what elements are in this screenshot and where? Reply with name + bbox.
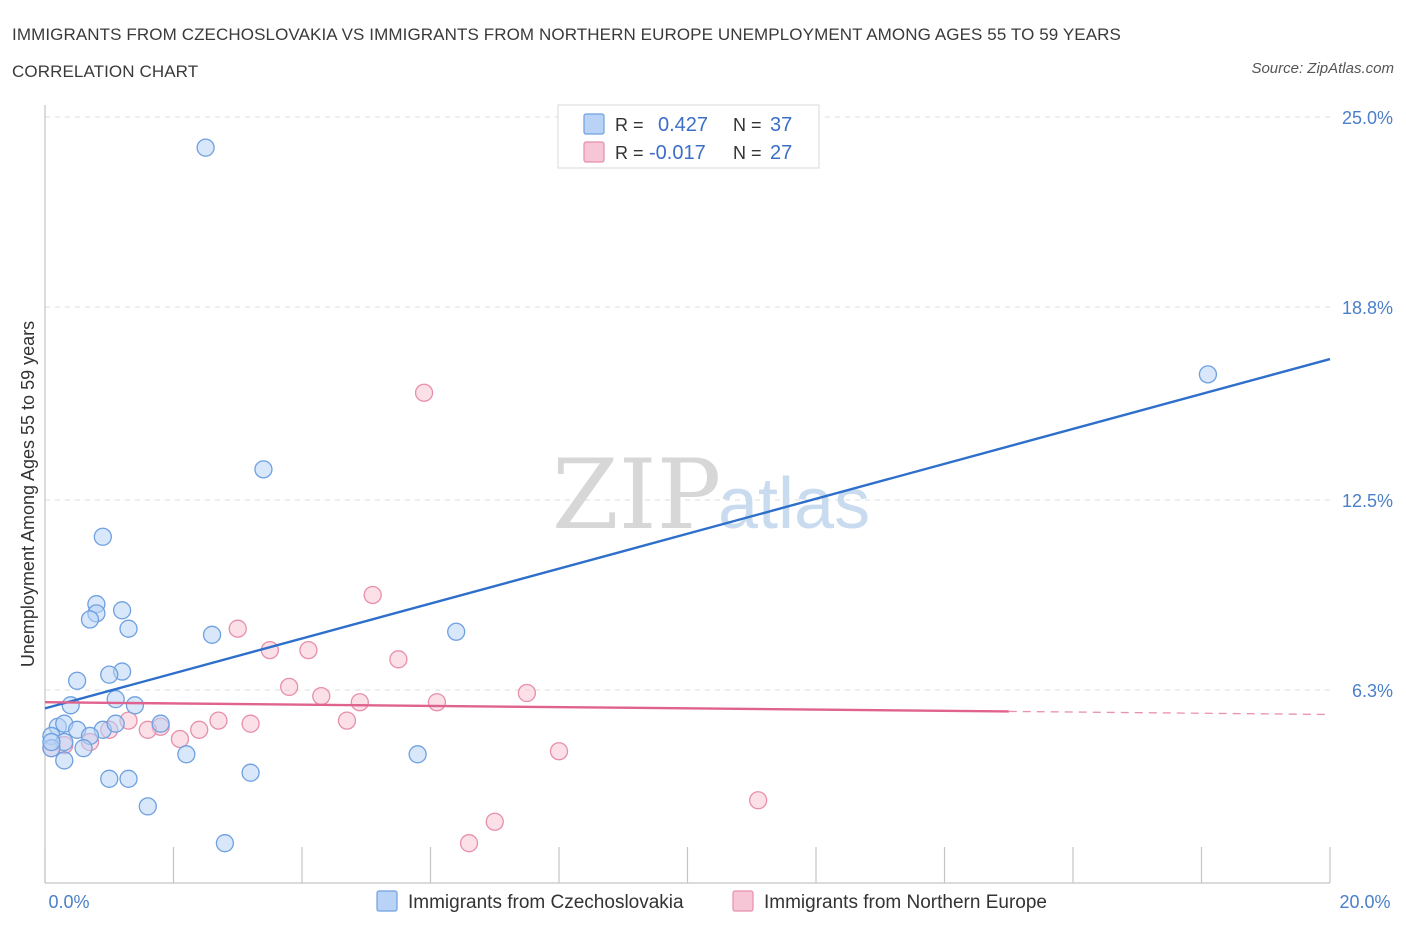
series-czechoslovakia-points [42,138,1218,853]
data-point-czechoslovakia [241,763,260,782]
grid-lines [45,116,1330,691]
data-point-northern-europe [350,693,369,712]
data-point-northern-europe [209,711,228,730]
data-point-northern-europe [389,650,408,669]
data-point-czechoslovakia [42,732,61,752]
data-point-czechoslovakia [254,460,273,479]
data-point-czechoslovakia [447,622,466,641]
data-point-czechoslovakia [202,625,222,644]
x-tick-label-max: 20.0% [1339,892,1390,912]
data-point-northern-europe [299,640,318,660]
y-tick-labels: 6.3% 12.5% 18.8% 25.0% [1342,108,1393,701]
data-point-northern-europe [459,834,479,853]
data-point-czechoslovakia [138,797,157,816]
legend-r-value-2: -0.017 [649,142,706,164]
data-point-northern-europe [749,791,768,810]
legend-swatch-czechoslovakia [583,113,605,135]
data-point-northern-europe [279,677,299,697]
legend-swatch-northern-europe [583,141,605,163]
data-point-czechoslovakia [408,745,427,764]
chart-title: IMMIGRANTS FROM CZECHOSLOVAKIA VS IMMIGR… [12,25,1121,81]
data-point-northern-europe [414,383,434,402]
data-point-northern-europe [170,729,190,749]
data-point-czechoslovakia [93,527,112,546]
data-point-northern-europe [190,720,209,739]
data-point-czechoslovakia [67,671,87,690]
data-point-northern-europe [241,714,260,733]
y-axis-label: Unemployment Among Ages 55 to 59 years [18,321,38,667]
x-tick-label-min: 0.0% [48,892,89,912]
legend-r-label-1: R = [615,115,644,135]
bottom-legend-swatch-czechoslovakia [376,890,398,912]
data-point-northern-europe [260,640,280,660]
trend-line-northern-europe [44,701,1009,713]
y-tick-label: 18.8% [1342,298,1393,318]
trend-line-czechoslovakia [44,357,1331,710]
data-point-northern-europe [485,812,504,831]
data-point-northern-europe [363,585,382,605]
data-point-czechoslovakia [125,696,145,715]
legend-n-label-1: N = [733,115,762,135]
data-point-czechoslovakia [100,769,119,788]
watermark-zip: ZIP [552,439,721,551]
data-point-czechoslovakia [80,610,100,629]
data-point-northern-europe [427,693,447,712]
trend-lines [44,357,1331,716]
y-tick-label: 25.0% [1342,108,1393,128]
data-point-czechoslovakia [196,138,215,157]
data-point-czechoslovakia [1198,365,1218,384]
data-point-czechoslovakia [100,665,119,684]
data-point-czechoslovakia [151,714,170,733]
data-point-czechoslovakia [119,619,138,638]
trend-line-northern-europe-extrapolated [1008,710,1331,716]
chart-source: Source: ZipAtlas.com [1251,60,1394,77]
x-tick-marks [44,847,1331,883]
data-point-czechoslovakia [215,834,235,853]
legend-n-value-1: 37 [770,114,792,136]
y-tick-label: 12.5% [1342,491,1393,511]
series-legend: Immigrants from Czechoslovakia Immigrant… [376,890,1047,913]
data-point-czechoslovakia [106,690,125,709]
data-point-northern-europe [517,683,537,703]
y-tick-label: 6.3% [1352,681,1393,701]
legend-n-value-2: 27 [770,142,792,164]
bottom-legend-label-czechoslovakia: Immigrants from Czechoslovakia [408,892,684,913]
watermark: ZIP atlas [552,439,870,551]
legend-n-label-2: N = [733,143,762,163]
bottom-legend-label-northern-europe: Immigrants from Northern Europe [764,892,1047,913]
data-point-northern-europe [312,686,331,706]
legend-r-value-1: 0.427 [658,114,708,136]
bottom-legend-swatch-northern-europe [732,890,754,912]
data-point-czechoslovakia [119,769,138,788]
stats-legend: R = 0.427 N = 37 R = -0.017 N = 27 [557,104,820,169]
data-point-czechoslovakia [74,739,93,758]
data-point-northern-europe [228,619,247,638]
legend-r-label-2: R = [615,143,644,163]
data-point-czechoslovakia [177,745,196,764]
data-point-northern-europe [549,742,569,761]
data-point-czechoslovakia [55,751,74,770]
data-point-czechoslovakia [106,714,125,733]
data-point-czechoslovakia [112,601,132,620]
data-point-northern-europe [337,711,357,730]
